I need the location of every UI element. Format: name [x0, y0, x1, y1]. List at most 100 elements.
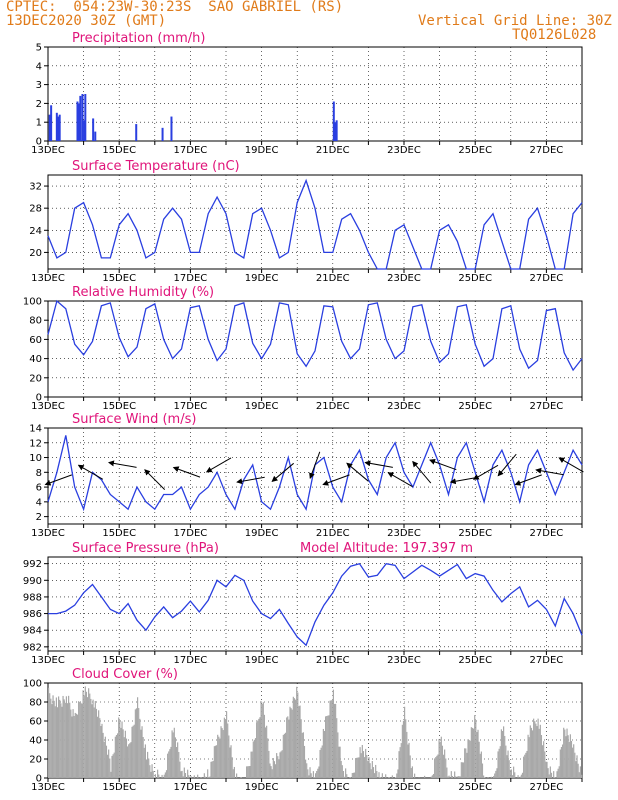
cloud-bar	[108, 749, 110, 778]
cloud-bar	[559, 749, 561, 778]
cloud-bar	[568, 741, 570, 778]
x-tick-label: 17DEC	[174, 782, 208, 793]
cloud-bar	[482, 775, 485, 778]
cloud-bar	[356, 757, 358, 778]
cloud-bar	[517, 775, 519, 778]
cloud-bar	[102, 732, 104, 778]
wind-arrow	[387, 472, 413, 488]
cloud-bar	[197, 774, 199, 778]
x-tick-label: 15DEC	[102, 655, 136, 666]
cloud-bar	[533, 718, 535, 778]
cloud-bar	[281, 750, 283, 778]
cloud-bar	[262, 702, 264, 778]
cloud-bar	[222, 730, 224, 778]
cloud-bar	[436, 755, 438, 778]
cloud-bar	[224, 719, 227, 778]
cloud-bar	[547, 768, 549, 778]
cloud-bar	[121, 721, 123, 778]
cloud-bar	[276, 753, 278, 778]
cloud-bar	[60, 703, 62, 778]
cloud-bar	[369, 763, 371, 778]
cloud-bar	[346, 774, 348, 778]
cloud-bar	[267, 738, 269, 778]
cloud-bar	[442, 754, 445, 778]
x-tick-label: 25DEC	[458, 273, 492, 284]
cloud-bar	[507, 750, 509, 778]
panel-0: 0 1 2 3 4 5 13DEC 15DEC 17DEC 19DEC 21DEC 23DEC 25DE…	[31, 31, 583, 156]
cloud-bar	[506, 755, 508, 778]
panel-title: Surface Wind (m/s)	[72, 412, 196, 427]
x-tick-label: 27DEC	[530, 145, 564, 156]
y-tick-label: 5	[36, 43, 42, 54]
cloud-bar	[487, 777, 489, 778]
x-tick-label: 23DEC	[387, 528, 421, 539]
cloud-bar	[391, 775, 393, 778]
cloud-bar	[571, 747, 574, 778]
cloud-bar	[521, 772, 524, 778]
x-tick-label: 15DEC	[102, 145, 136, 156]
cloud-bar	[125, 738, 128, 778]
cloud-bar	[367, 761, 369, 778]
cloud-bar	[549, 766, 551, 778]
cloud-bar	[543, 741, 545, 778]
x-tick-label: 23DEC	[387, 655, 421, 666]
wind-arrow	[236, 476, 265, 485]
cloud-bar	[104, 736, 106, 778]
cloud-bar	[103, 741, 105, 778]
cloud-bar	[509, 769, 511, 778]
cloud-bar	[219, 738, 221, 778]
cloud-bar	[435, 757, 437, 778]
cloud-bar	[557, 768, 559, 778]
cloud-bar	[183, 767, 185, 778]
cloud-bar	[113, 752, 115, 778]
y-tick-label: 20	[29, 248, 42, 259]
cloud-bar	[519, 776, 521, 778]
cloud-bar	[158, 774, 160, 778]
cloud-bar	[167, 753, 169, 778]
x-tick-label: 25DEC	[458, 145, 492, 156]
cloud-bar	[154, 774, 156, 778]
precip-bar	[83, 120, 86, 141]
cloud-bar	[447, 776, 449, 778]
cloud-bar	[535, 723, 537, 778]
cloud-bar	[505, 745, 507, 778]
cloud-bar	[398, 751, 400, 778]
cloud-bar	[402, 720, 405, 778]
cloud-bar	[179, 761, 181, 778]
cloud-bar	[64, 702, 66, 778]
cloud-bar	[284, 732, 287, 778]
cloud-bar	[112, 754, 114, 778]
cloud-bar	[174, 737, 177, 778]
cloud-bar	[578, 772, 580, 778]
cloud-bar	[132, 725, 134, 778]
y-tick-label: 0	[36, 774, 42, 785]
header-station: CPTEC: 054:23W-30:23S SAO GABRIEL (RS)	[6, 0, 344, 15]
panel-5: 0 20 40 60 80 100 13DEC 15DEC 17DEC 19DEC 21DEC 23D…	[23, 667, 583, 793]
cloud-bar	[558, 766, 560, 778]
cloud-bar	[341, 765, 343, 778]
wind-arrow	[346, 462, 369, 482]
cloud-bar	[454, 771, 456, 778]
cloud-bar	[316, 770, 318, 778]
cloud-bar	[307, 769, 309, 778]
cloud-bar	[455, 776, 457, 778]
cloud-bar	[106, 754, 109, 778]
cloud-bar	[79, 702, 81, 778]
cloud-bar	[494, 773, 496, 778]
x-tick-label: 19DEC	[245, 528, 279, 539]
cloud-bar	[565, 736, 567, 778]
panel-2: 0 20 40 60 80 100 13DEC 15DEC 17DEC 19DEC 21DEC 23D…	[23, 285, 583, 412]
cloud-bar	[76, 714, 79, 778]
cloud-bar	[529, 725, 531, 778]
cloud-bar	[554, 777, 556, 778]
cloud-bar	[227, 723, 229, 778]
panel-title: Precipitation (mm/h)	[72, 31, 205, 46]
x-tick-label: 21DEC	[316, 528, 350, 539]
cloud-bar	[55, 697, 57, 778]
x-tick-label: 27DEC	[530, 401, 564, 412]
cloud-bar	[332, 689, 334, 778]
x-tick-label: 25DEC	[458, 528, 492, 539]
cloud-bar	[401, 724, 403, 778]
precip-bar	[161, 127, 164, 141]
cloud-bar	[480, 751, 482, 778]
